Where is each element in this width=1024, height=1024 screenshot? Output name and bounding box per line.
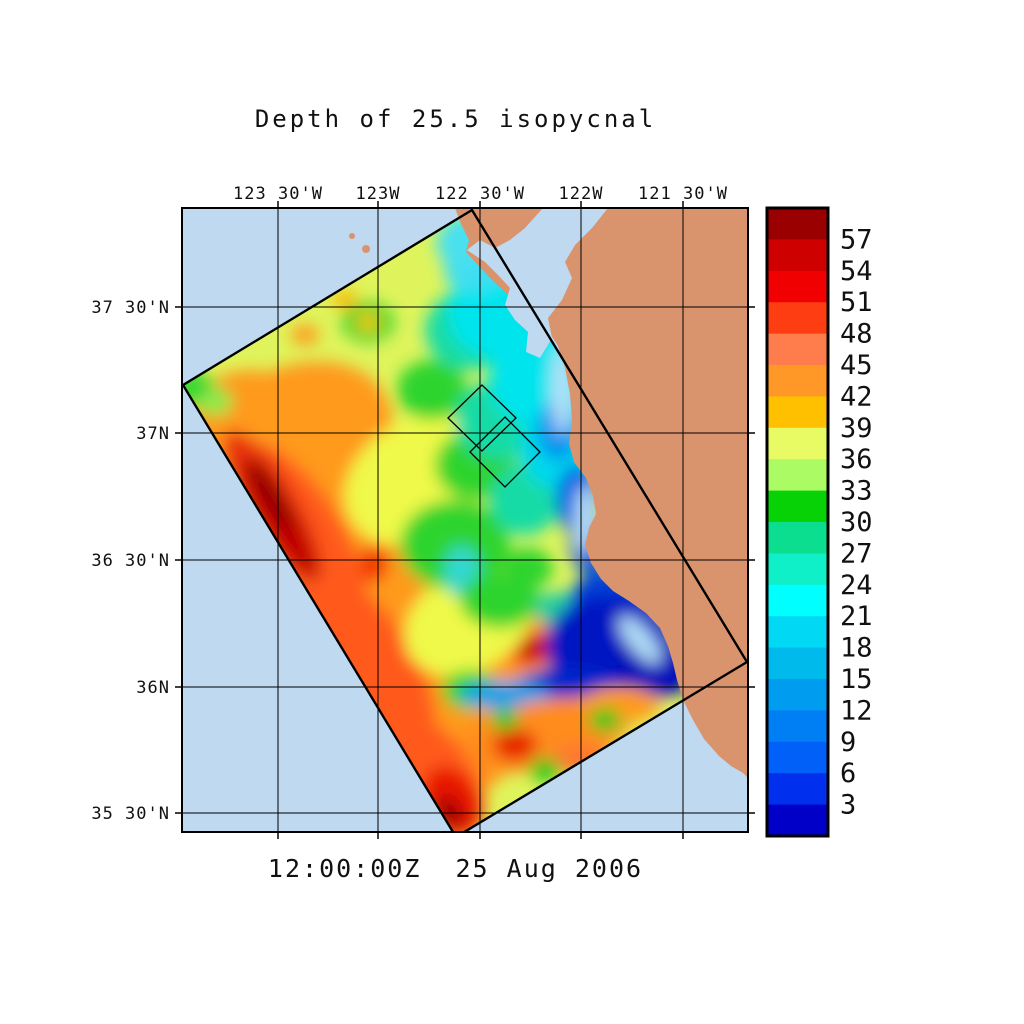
lat-tick-label: 35 30'N bbox=[91, 804, 170, 824]
field-blob bbox=[503, 548, 553, 588]
colorbar-segment bbox=[767, 773, 828, 806]
colorbar-tick-label: 15 bbox=[840, 664, 873, 695]
map-axes: 123 30'W 123W 122 30'W 122W 121 30'W 37 30'N 3… bbox=[91, 184, 755, 839]
colorbar-segment bbox=[767, 522, 828, 554]
colorbar-tick-label: 48 bbox=[840, 319, 873, 350]
colorbar-tick-label: 57 bbox=[840, 224, 873, 255]
colorbar-segment bbox=[767, 584, 828, 617]
colorbar-segment bbox=[767, 427, 828, 460]
colorbar-tick-label: 3 bbox=[840, 790, 856, 821]
colorbar-tick-label: 24 bbox=[840, 570, 873, 601]
lon-tick-label: 123W bbox=[356, 184, 401, 204]
nested-domain-box bbox=[469, 416, 541, 488]
lon-tick-label: 123 30'W bbox=[233, 184, 323, 204]
graticule bbox=[182, 208, 748, 832]
field-blob bbox=[400, 500, 510, 590]
map-frame bbox=[181, 207, 749, 833]
colorbar-tick-label: 9 bbox=[840, 727, 856, 758]
lon-tick-label: 122 30'W bbox=[435, 184, 525, 204]
colorbar-tick-label: 21 bbox=[840, 601, 873, 632]
field-blob bbox=[197, 388, 233, 416]
colorbar-segment bbox=[767, 741, 828, 774]
field-blob bbox=[493, 729, 537, 761]
field-blob bbox=[618, 615, 662, 665]
colorbar-segment bbox=[767, 679, 828, 711]
lon-tick-label: 122W bbox=[559, 184, 604, 204]
colorbar-segment bbox=[767, 616, 828, 649]
colorbar-segment bbox=[767, 396, 828, 429]
colorbar-segment bbox=[767, 710, 828, 743]
colorbar-tick-label: 36 bbox=[840, 444, 873, 475]
colorbar-tick-label: 39 bbox=[840, 413, 873, 444]
colorbar-segment bbox=[767, 553, 828, 586]
lat-tick-label: 36 30'N bbox=[91, 551, 170, 571]
colorbar-tick-label: 6 bbox=[840, 758, 856, 789]
colorbar-segment bbox=[767, 365, 828, 397]
plot-title: Depth of 25.5 isopycnal bbox=[254, 105, 657, 133]
field-blob bbox=[491, 709, 519, 731]
field-blob bbox=[397, 360, 467, 420]
lat-tick-label: 37 30'N bbox=[91, 298, 170, 318]
field-blob bbox=[356, 313, 380, 331]
field-blob bbox=[291, 325, 319, 345]
field-blob bbox=[249, 460, 295, 530]
colorbar-tick-label: 42 bbox=[840, 381, 873, 412]
colorbar-tick-label: 45 bbox=[840, 350, 873, 381]
lat-tick-label: 37N bbox=[136, 424, 170, 444]
offshore-islet bbox=[349, 233, 355, 239]
colorbar-segment bbox=[767, 270, 828, 303]
field-blob bbox=[284, 565, 436, 755]
colorbar-segment bbox=[767, 208, 828, 240]
colorbar-segment bbox=[767, 804, 828, 837]
colorbar-tick-label: 54 bbox=[840, 256, 873, 287]
lon-tick-label: 121 30'W bbox=[638, 184, 728, 204]
colorbar-segment bbox=[767, 647, 828, 680]
field-blob bbox=[589, 708, 621, 732]
colorbar-segment bbox=[767, 490, 828, 523]
offshore-islet bbox=[362, 245, 370, 253]
colorbar-tick-label: 18 bbox=[840, 633, 873, 664]
colorbar-tick-label: 51 bbox=[840, 287, 873, 318]
colorbar-tick-label: 30 bbox=[840, 507, 873, 538]
field-blob bbox=[333, 291, 357, 309]
map-content bbox=[182, 208, 748, 832]
colorbar-border bbox=[765, 206, 830, 838]
colorbar-segment bbox=[767, 239, 828, 272]
colorbar-segment bbox=[767, 302, 828, 335]
colorbar-tick-label: 27 bbox=[840, 538, 873, 569]
field-blob bbox=[360, 546, 388, 582]
field-blob bbox=[529, 758, 561, 782]
colorbar-tick-label: 33 bbox=[840, 476, 873, 507]
field-blob bbox=[520, 640, 542, 656]
field-blobs bbox=[183, 213, 695, 832]
san-francisco-bay bbox=[467, 208, 608, 358]
field-blob bbox=[460, 681, 550, 709]
nested-domain-box bbox=[447, 384, 517, 452]
colorbar-segment bbox=[767, 459, 828, 492]
california-land bbox=[455, 208, 748, 778]
colorbar-tick-label: 12 bbox=[840, 695, 873, 726]
colorbar-segment bbox=[767, 333, 828, 366]
lat-tick-label: 36N bbox=[136, 678, 170, 698]
time-caption: 12:00:00Z 25 Aug 2006 bbox=[267, 854, 644, 883]
